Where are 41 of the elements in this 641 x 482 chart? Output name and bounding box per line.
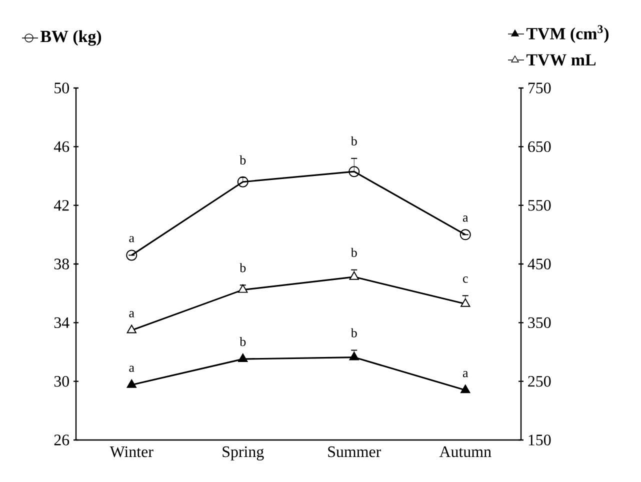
y-tick-label: 46: [54, 141, 70, 152]
point: [349, 352, 359, 360]
x-tick-label: Summer: [328, 446, 382, 458]
y-tick-label: 34: [54, 317, 70, 328]
y2-tick-label: 550: [528, 200, 551, 211]
point: [126, 324, 136, 334]
data-label: a: [462, 371, 468, 378]
y-tick-label: 50: [54, 82, 69, 94]
data-label: c: [463, 276, 468, 283]
x-tick-label: Winter: [110, 446, 154, 458]
legend-label: BW (kg): [40, 30, 102, 46]
x-tick-label: Autumn: [439, 446, 492, 458]
data-label: a: [129, 366, 134, 372]
point: [238, 354, 248, 362]
point: [238, 284, 248, 293]
point: [460, 298, 470, 307]
point: [126, 379, 136, 388]
y2-tick-label: 450: [528, 258, 551, 270]
y2-tick-label: 150: [528, 434, 551, 446]
y-tick-label: 30: [54, 376, 69, 387]
data-label: b: [350, 248, 357, 257]
point: [460, 384, 470, 394]
data-label: a: [462, 216, 468, 222]
data-label: b: [350, 328, 357, 338]
legend-label: TVM (cm$^{3}$): [526, 25, 609, 43]
data-label: a: [129, 236, 134, 242]
legend-label: TVW mL: [526, 54, 596, 66]
y2-tick-label: 250: [528, 376, 551, 387]
point: [349, 271, 359, 280]
y2-tick-label: 750: [528, 82, 551, 94]
y2-tick-label: 650: [528, 141, 551, 152]
y-tick-label: 26: [54, 434, 70, 446]
x-tick-label: Spring: [222, 446, 264, 460]
data-label: a: [129, 311, 134, 318]
y-tick-label: 42: [54, 200, 69, 211]
data-label: b: [350, 136, 357, 146]
data-label: b: [240, 263, 246, 272]
y-tick-label: 38: [54, 258, 69, 270]
y2-tick-label: 350: [528, 317, 551, 328]
data-label: b: [240, 155, 246, 165]
data-label: b: [240, 337, 246, 346]
